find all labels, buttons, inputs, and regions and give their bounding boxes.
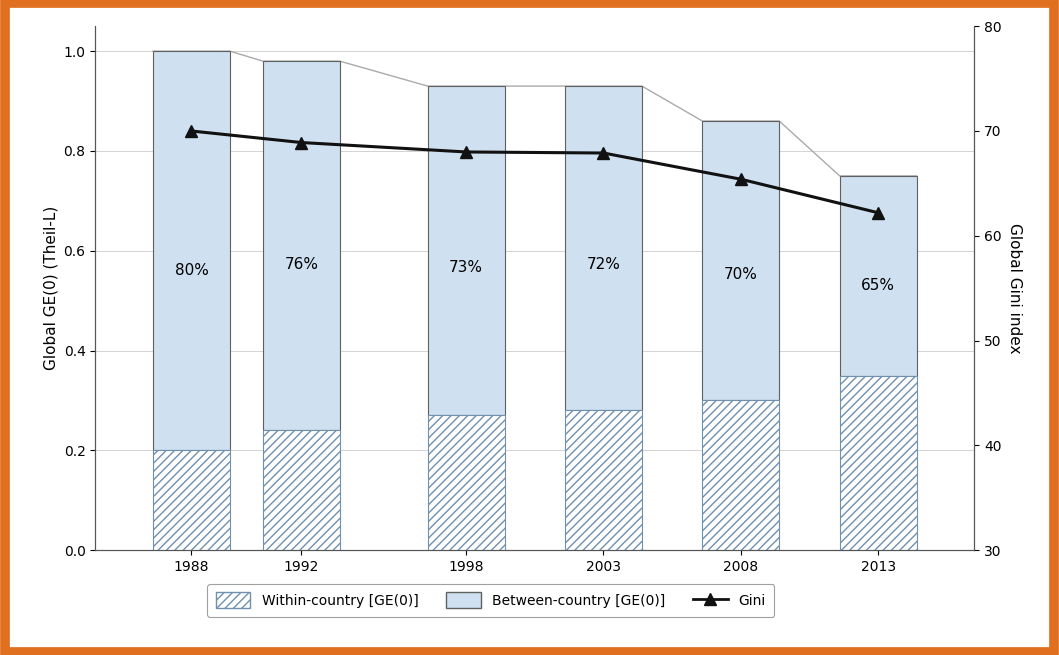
Text: 80%: 80%	[175, 263, 209, 278]
Bar	[566, 86, 642, 411]
Text: 20%: 20%	[175, 505, 209, 520]
Bar	[152, 451, 230, 550]
Bar	[428, 415, 504, 550]
Bar	[840, 375, 917, 550]
Legend: Within-country [GE(0)], Between-country [GE(0)], Gini: Within-country [GE(0)], Between-country …	[208, 584, 774, 616]
Text: 70%: 70%	[724, 267, 758, 282]
Y-axis label: Global Gini index: Global Gini index	[1007, 223, 1022, 354]
Text: 30%: 30%	[723, 486, 758, 501]
Bar	[840, 176, 917, 375]
Bar	[428, 86, 504, 415]
Text: 65%: 65%	[861, 278, 895, 293]
Text: 72%: 72%	[587, 257, 621, 272]
Bar	[263, 430, 340, 550]
Y-axis label: Global GE(0) (Theil-L): Global GE(0) (Theil-L)	[43, 206, 58, 370]
Bar	[566, 411, 642, 550]
Bar	[702, 121, 779, 400]
Text: 35%: 35%	[861, 476, 895, 491]
Text: 28%: 28%	[587, 489, 621, 504]
Text: 73%: 73%	[449, 260, 483, 274]
Text: 24%: 24%	[285, 497, 319, 512]
Bar	[263, 61, 340, 430]
Bar	[152, 51, 230, 451]
Bar	[702, 400, 779, 550]
Text: 27%: 27%	[449, 491, 483, 506]
Text: 76%: 76%	[284, 257, 319, 272]
